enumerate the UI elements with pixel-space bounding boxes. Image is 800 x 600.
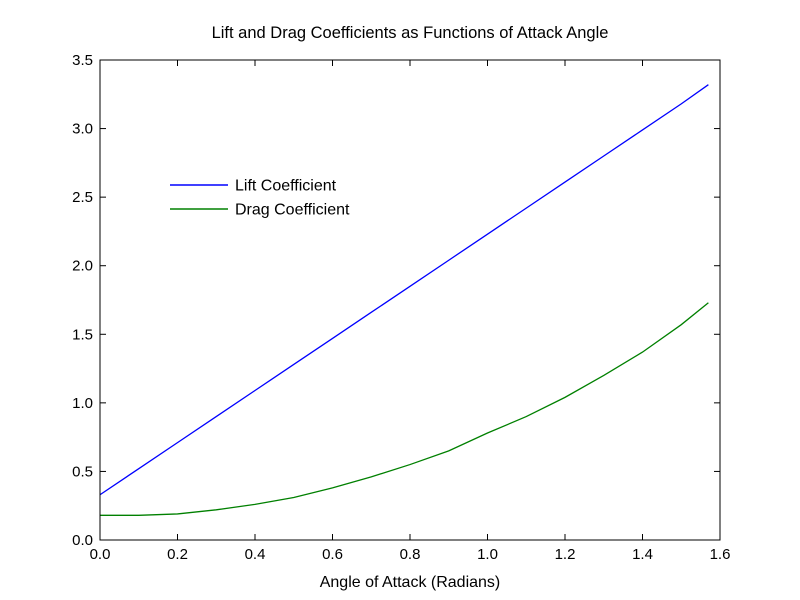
x-axis-title: Angle of Attack (Radians) bbox=[320, 574, 501, 591]
axes-frame bbox=[99, 59, 721, 541]
y-tick-label: 3.0 bbox=[72, 121, 93, 138]
legend-label-drag-coefficient: Drag Coefficient bbox=[235, 202, 350, 219]
y-tick-label: 0.0 bbox=[72, 532, 93, 549]
y-tick-label: 2.0 bbox=[72, 258, 93, 275]
chart-title: Lift and Drag Coefficients as Functions … bbox=[212, 24, 609, 42]
plot-area: 0.0 0.2 0.4 0.6 0.8 1.0 1.2 1.4 1.6 0.0 0.5 1.0 1.5 2… bbox=[72, 52, 730, 563]
y-tick-label: 1.0 bbox=[72, 395, 93, 412]
y-tick-label: 3.5 bbox=[72, 52, 93, 69]
plot-background bbox=[100, 60, 720, 540]
x-tick-label: 0.2 bbox=[167, 546, 188, 563]
series-line-drag-coefficient bbox=[100, 302, 709, 516]
x-tick-label: 0.4 bbox=[245, 546, 266, 563]
series-line-lift-coefficient bbox=[100, 84, 709, 496]
x-tick-label: 1.6 bbox=[710, 546, 731, 563]
x-tick-label: 1.0 bbox=[477, 546, 498, 563]
x-tick-label: 0.0 bbox=[90, 546, 111, 563]
y-tick-label: 2.5 bbox=[72, 189, 93, 206]
legend-label-lift-coefficient: Lift Coefficient bbox=[235, 178, 337, 195]
x-tick-label: 1.2 bbox=[555, 546, 576, 563]
x-tick-label: 1.4 bbox=[632, 546, 653, 563]
y-tick-label: 0.5 bbox=[72, 463, 93, 480]
x-tick-label: 0.6 bbox=[322, 546, 343, 563]
x-tick-label: 0.8 bbox=[400, 546, 421, 563]
y-tick-label: 1.5 bbox=[72, 326, 93, 343]
